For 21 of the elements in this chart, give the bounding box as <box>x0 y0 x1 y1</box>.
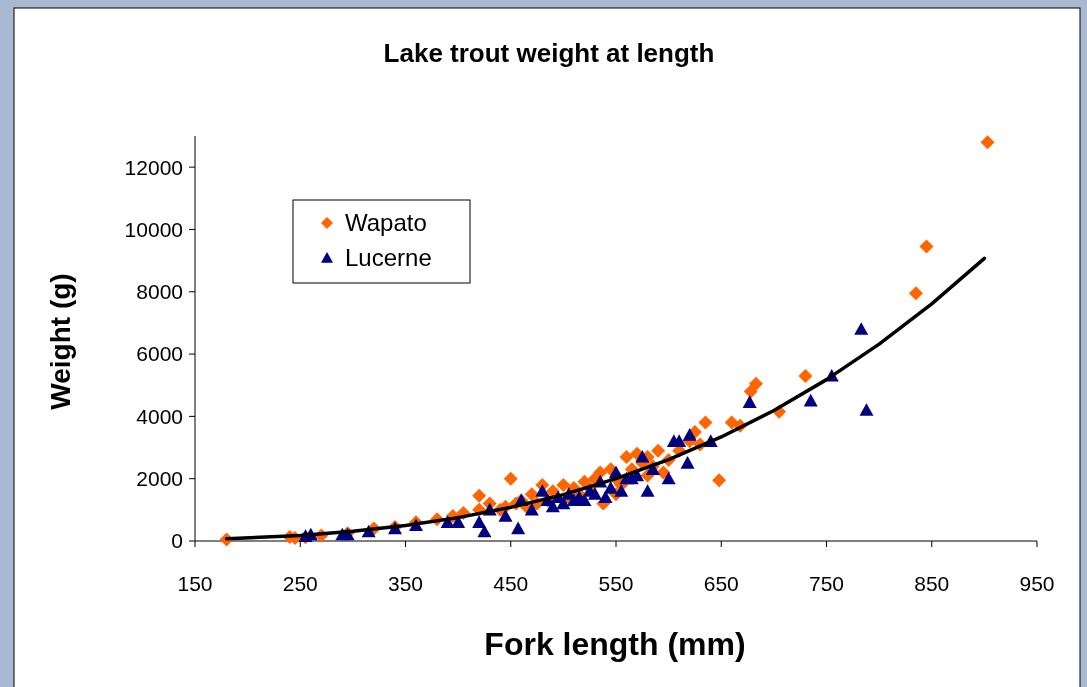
x-axis-title: Fork length (mm) <box>484 626 746 662</box>
chart-title: Lake trout weight at length <box>383 38 715 68</box>
y-tick-label: 6000 <box>136 342 183 366</box>
y-tick-label: 12000 <box>124 155 183 179</box>
x-tick-label: 950 <box>1019 572 1055 595</box>
y-tick-label: 2000 <box>136 467 183 491</box>
x-tick-label: 350 <box>387 572 424 595</box>
x-tick-label: 450 <box>493 572 529 595</box>
y-axis-title: Weight (g) <box>45 273 76 410</box>
y-tick-label: 0 <box>171 529 183 553</box>
y-tick-label: 8000 <box>136 280 183 304</box>
y-tick-label: 4000 <box>136 404 183 428</box>
x-tick-label: 250 <box>282 572 318 595</box>
x-tick-label: 650 <box>703 572 739 595</box>
x-tick-label: 850 <box>914 572 950 595</box>
x-tick-label: 750 <box>808 572 845 595</box>
x-tick-label: 550 <box>598 572 634 595</box>
legend-label: Wapato <box>345 209 427 237</box>
legend-label: Lucerne <box>345 244 432 272</box>
y-tick-label: 10000 <box>124 217 183 241</box>
x-tick-label: 150 <box>177 572 213 595</box>
